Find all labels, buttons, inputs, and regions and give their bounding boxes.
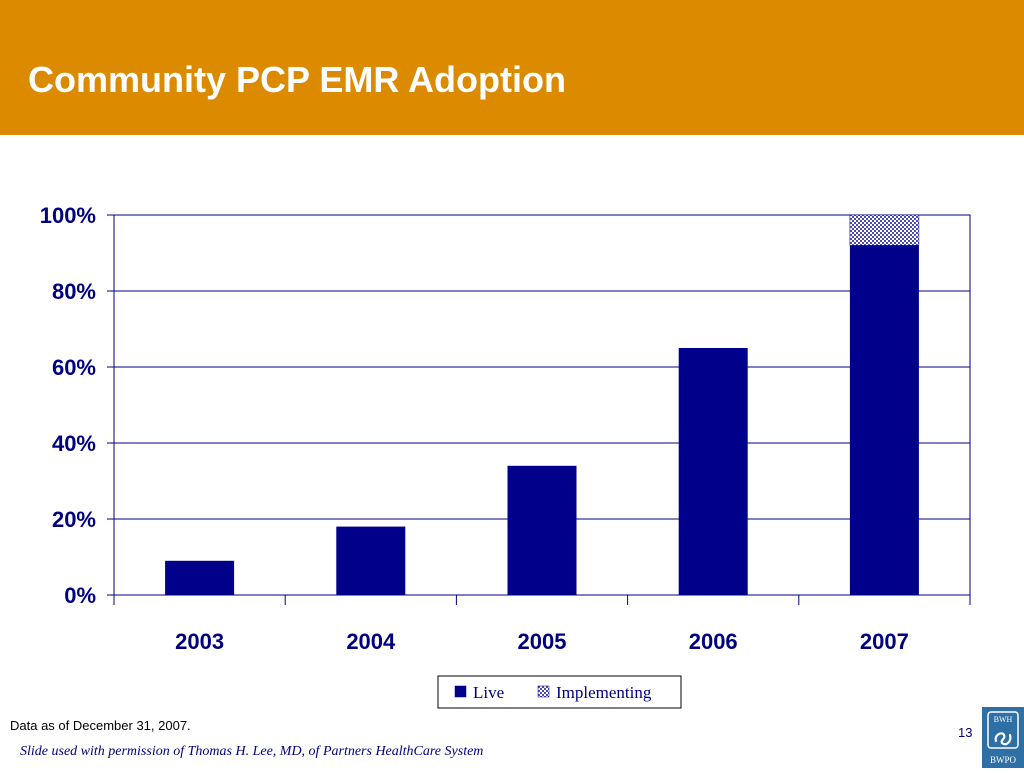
logo-top-text: BWH: [994, 715, 1013, 724]
footnote: Data as of December 31, 2007.: [10, 718, 191, 733]
credit-line: Slide used with permission of Thomas H. …: [20, 744, 483, 760]
y-tick-label: 20%: [52, 507, 96, 532]
bwh-logo: BWH BWPO: [982, 707, 1024, 768]
x-tick-label: 2006: [689, 629, 738, 654]
legend-label: Implementing: [556, 683, 652, 702]
legend-swatch: [455, 686, 466, 697]
bar-live-2003: [165, 561, 234, 595]
y-tick-label: 100%: [40, 203, 96, 228]
bar-implementing-2007: [850, 215, 919, 245]
bar-live-2007: [850, 245, 919, 595]
page-number: 13: [958, 725, 972, 740]
legend-label: Live: [473, 683, 504, 702]
y-tick-label: 0%: [64, 583, 96, 608]
x-tick-label: 2005: [518, 629, 567, 654]
x-tick-label: 2007: [860, 629, 909, 654]
bar-live-2006: [679, 348, 748, 595]
legend-swatch: [538, 686, 549, 697]
y-tick-label: 80%: [52, 279, 96, 304]
bar-live-2004: [336, 527, 405, 595]
x-tick-label: 2003: [175, 629, 224, 654]
y-tick-label: 60%: [52, 355, 96, 380]
x-tick-label: 2004: [346, 629, 396, 654]
bar-live-2005: [508, 466, 577, 595]
chart: 0% 20% 40% 60% 80% 100% 2003 2004 2005 2006 2007 L…: [0, 0, 1024, 768]
y-tick-label: 40%: [52, 431, 96, 456]
logo-bottom-text: BWPO: [990, 755, 1017, 765]
